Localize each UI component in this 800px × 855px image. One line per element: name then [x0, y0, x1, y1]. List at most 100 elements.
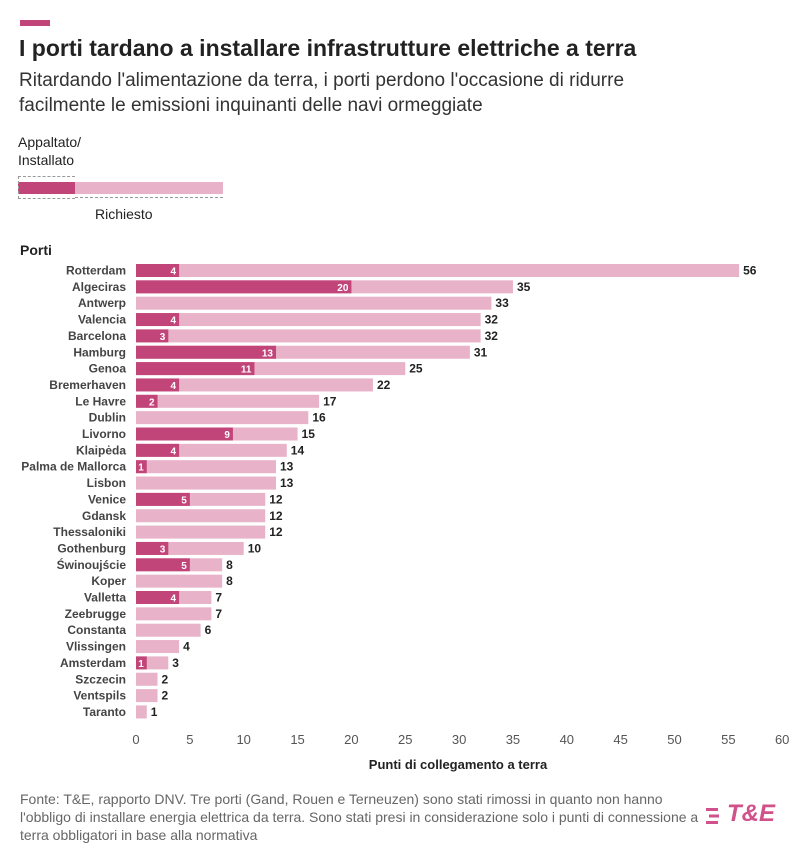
- category-label: Amsterdam: [60, 656, 126, 670]
- category-label: Dublin: [89, 411, 126, 425]
- source-note: Fonte: T&E, rapporto DNV. Tre porti (Gan…: [20, 791, 699, 843]
- category-label: Klaipėda: [76, 443, 126, 457]
- installed-value-label: 20: [337, 283, 349, 294]
- category-label: Szczecin: [75, 672, 126, 686]
- category-label: Hamburg: [73, 345, 126, 359]
- chart-subtitle: Ritardando l'alimentazione da terra, i p…: [19, 70, 625, 116]
- requested-bar: [136, 623, 201, 637]
- category-label: Gdansk: [82, 509, 126, 523]
- requested-value-label: 4: [183, 640, 190, 654]
- installed-bar: [136, 313, 180, 327]
- x-tick-label: 10: [236, 732, 250, 747]
- requested-bar: [136, 378, 373, 392]
- installed-value-label: 4: [171, 316, 177, 327]
- installed-value-label: 4: [171, 267, 177, 278]
- x-axis-label: Punti di collegamento a terra: [368, 757, 548, 772]
- category-label: Świnoujście: [57, 557, 127, 572]
- requested-value-label: 31: [474, 345, 488, 359]
- requested-value-label: 14: [291, 443, 305, 457]
- category-label: Ventspils: [73, 689, 126, 703]
- category-label: Vlissingen: [66, 640, 126, 654]
- requested-bar: [136, 394, 320, 408]
- installed-bar: [136, 427, 233, 441]
- installed-value-label: 1: [138, 659, 144, 670]
- requested-value-label: 7: [215, 591, 222, 605]
- requested-value-label: 13: [280, 476, 294, 490]
- requested-bar: [136, 460, 277, 474]
- requested-bar: [136, 607, 212, 621]
- requested-value-label: 12: [269, 509, 283, 523]
- requested-bar: [136, 672, 158, 686]
- category-axis-label: Porti: [20, 242, 52, 258]
- requested-value-label: 32: [485, 313, 499, 327]
- category-label: Livorno: [82, 427, 126, 441]
- requested-value-label: 32: [485, 329, 499, 343]
- installed-value-label: 2: [149, 397, 155, 408]
- installed-bar: [136, 362, 255, 376]
- category-label: Barcelona: [68, 329, 126, 343]
- requested-value-label: 25: [409, 362, 423, 376]
- category-label: Antwerp: [78, 296, 126, 310]
- requested-value-label: 3: [172, 656, 179, 670]
- category-label: Lisbon: [87, 476, 126, 490]
- legend-installed-swatch: [18, 182, 75, 194]
- category-label: Valencia: [78, 313, 126, 327]
- legend-installed-label: Appaltato/ Installato: [18, 134, 82, 168]
- category-label: Taranto: [83, 705, 126, 719]
- requested-bar: [136, 640, 180, 654]
- accent-bar: [20, 20, 50, 26]
- installed-bar: [136, 558, 190, 572]
- requested-bar: [136, 705, 147, 719]
- requested-bar: [136, 509, 266, 523]
- requested-bar: [136, 525, 266, 539]
- x-tick-label: 20: [344, 732, 358, 747]
- installed-value-label: 13: [262, 348, 274, 359]
- requested-value-label: 8: [226, 574, 233, 588]
- requested-value-label: 2: [162, 689, 169, 703]
- installed-bar: [136, 460, 147, 474]
- installed-value-label: 5: [181, 495, 187, 506]
- x-tick-label: 5: [186, 732, 193, 747]
- installed-value-label: 4: [171, 381, 177, 392]
- installed-value-label: 1: [138, 463, 144, 474]
- requested-value-label: 1: [151, 705, 158, 719]
- category-label: Palma de Mallorca: [21, 460, 126, 474]
- requested-value-label: 6: [205, 623, 212, 637]
- legend-bracket: [18, 176, 75, 199]
- requested-bar: [136, 689, 158, 703]
- category-label: Rotterdam: [66, 264, 126, 278]
- requested-value-label: 16: [312, 411, 326, 425]
- category-label: Zeebrugge: [65, 607, 127, 621]
- requested-bar: [136, 476, 277, 490]
- installed-value-label: 5: [181, 561, 187, 572]
- category-label: Bremerhaven: [49, 378, 126, 392]
- requested-value-label: 12: [269, 525, 283, 539]
- legend-bracket-line: [75, 197, 223, 198]
- legend-requested-label: Richiesto: [95, 206, 153, 222]
- logo-lines-icon: [706, 808, 719, 824]
- requested-bar: [136, 411, 309, 425]
- brand-logo: T&E: [727, 800, 775, 827]
- installed-value-label: 3: [160, 544, 166, 555]
- category-label: Venice: [88, 492, 126, 506]
- category-label: Genoa: [89, 362, 127, 376]
- requested-value-label: 8: [226, 558, 233, 572]
- requested-bar: [136, 264, 740, 277]
- x-tick-label: 25: [398, 732, 412, 747]
- requested-value-label: 22: [377, 378, 391, 392]
- x-tick-label: 35: [506, 732, 520, 747]
- installed-bar: [136, 591, 180, 604]
- category-label: Thessaloniki: [53, 525, 126, 539]
- x-tick-label: 45: [613, 732, 627, 747]
- x-tick-label: 40: [560, 732, 574, 747]
- installed-bar: [136, 541, 169, 555]
- requested-value-label: 10: [248, 541, 262, 555]
- requested-bar: [136, 329, 481, 343]
- category-label: Le Havre: [75, 394, 126, 408]
- requested-value-label: 12: [269, 492, 283, 506]
- x-tick-label: 15: [290, 732, 304, 747]
- requested-value-label: 7: [215, 607, 222, 621]
- requested-value-label: 17: [323, 394, 337, 408]
- category-label: Gothenburg: [57, 541, 126, 555]
